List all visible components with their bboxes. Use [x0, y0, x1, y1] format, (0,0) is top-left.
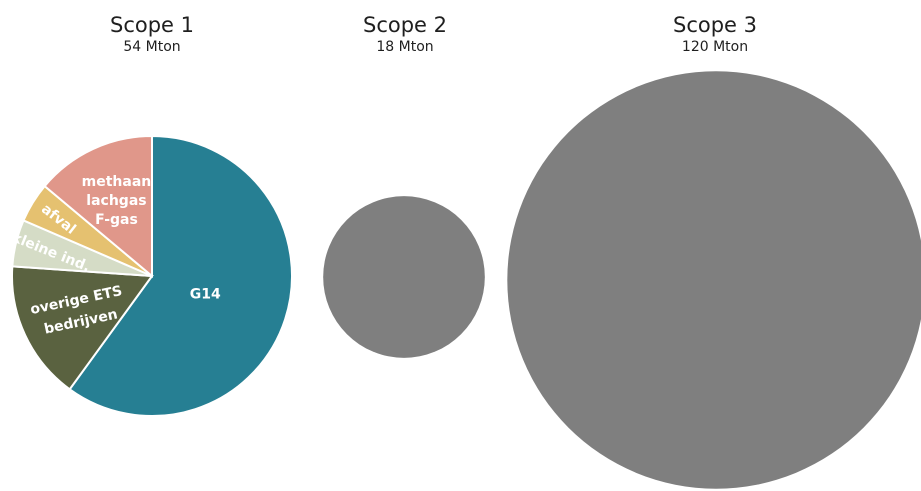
- pie-slice-label-0: G14: [190, 286, 221, 302]
- pie-slice-label-4: methaan lachgas F-gas: [82, 174, 152, 228]
- pie-slice-1: [11, 265, 154, 391]
- scope2-subtitle: 18 Mton: [376, 39, 434, 55]
- pie-slice-0: [68, 134, 293, 417]
- scope1-subtitle: 54 Mton: [123, 39, 181, 55]
- scope-bubbles: [323, 71, 921, 489]
- scope2-bubble: [323, 196, 485, 358]
- pie-slice-4: [43, 134, 153, 279]
- scope3-heading: Scope 3 120 Mton: [635, 12, 795, 56]
- scope3-title: Scope 3: [672, 13, 757, 37]
- scope2-heading: Scope 2 18 Mton: [325, 12, 485, 56]
- scope3-subtitle: 120 Mton: [681, 39, 749, 55]
- scope1-heading: Scope 1 54 Mton: [72, 12, 232, 56]
- scope1-title: Scope 1: [109, 13, 194, 37]
- scope2-title: Scope 2: [362, 13, 447, 37]
- scope3-bubble: [507, 71, 921, 489]
